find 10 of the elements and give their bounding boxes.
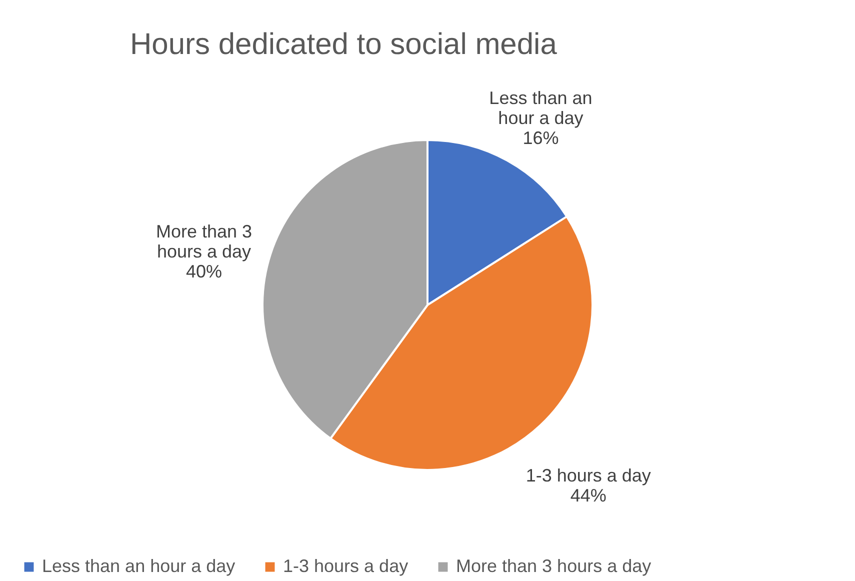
chart-title: Hours dedicated to social media [130, 28, 558, 61]
slice-label: Less than an hour a day [489, 88, 592, 128]
legend-label: More than 3 hours a day [456, 556, 652, 576]
slice-label: More than 3 hours a day [156, 221, 252, 262]
slice-label: 1-3 hours a day [526, 465, 651, 486]
legend-label: Less than an hour a day [42, 556, 236, 576]
legend-label: 1-3 hours a day [283, 556, 408, 576]
data-label: 40% [186, 261, 222, 282]
data-label: 16% [522, 128, 559, 148]
data-label: 44% [570, 485, 606, 506]
